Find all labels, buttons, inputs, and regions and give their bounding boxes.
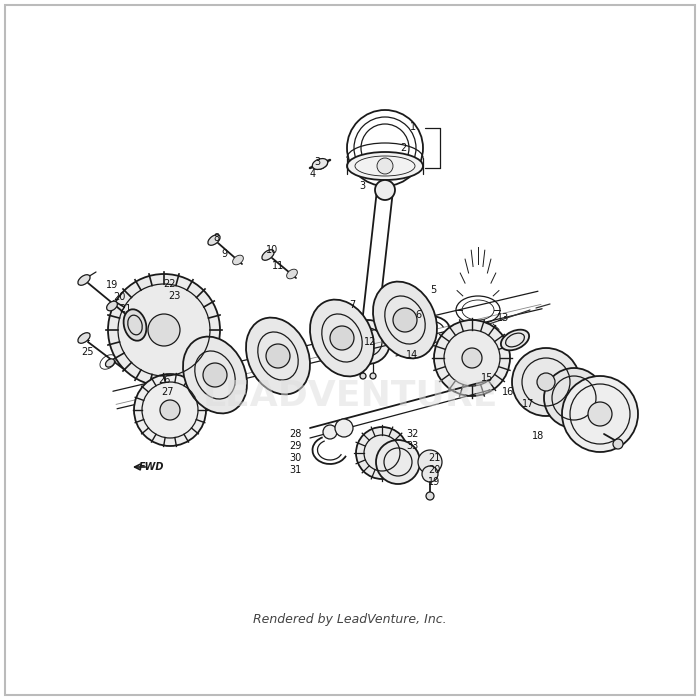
- Text: 7: 7: [349, 300, 355, 310]
- Text: 5: 5: [430, 285, 436, 295]
- Ellipse shape: [208, 234, 220, 245]
- Circle shape: [613, 439, 623, 449]
- Circle shape: [544, 368, 604, 428]
- Text: 11: 11: [272, 261, 284, 271]
- Text: 14: 14: [406, 350, 419, 360]
- Circle shape: [562, 376, 638, 452]
- Text: 3: 3: [359, 181, 365, 191]
- Ellipse shape: [262, 250, 274, 260]
- Text: 29: 29: [290, 441, 302, 451]
- Text: 13: 13: [497, 313, 510, 323]
- Ellipse shape: [106, 359, 115, 367]
- Ellipse shape: [106, 301, 118, 311]
- Text: 4: 4: [310, 169, 316, 179]
- Text: 2: 2: [400, 143, 406, 153]
- Circle shape: [360, 373, 366, 379]
- Text: 23: 23: [168, 291, 181, 301]
- Circle shape: [426, 492, 434, 500]
- Circle shape: [393, 308, 417, 332]
- Text: 10: 10: [266, 245, 278, 255]
- Text: 19: 19: [428, 477, 440, 487]
- Text: 33: 33: [406, 441, 419, 451]
- Text: 22: 22: [163, 279, 176, 289]
- Ellipse shape: [246, 318, 310, 394]
- Text: 17: 17: [522, 399, 534, 409]
- Text: 25: 25: [81, 347, 94, 357]
- Text: 24: 24: [78, 335, 91, 345]
- Circle shape: [346, 320, 390, 364]
- Ellipse shape: [124, 309, 146, 341]
- Text: Rendered by LeadVenture, Inc.: Rendered by LeadVenture, Inc.: [253, 613, 447, 626]
- Ellipse shape: [78, 274, 90, 286]
- Text: 3: 3: [314, 157, 320, 167]
- Text: 26: 26: [158, 375, 170, 385]
- Text: 15: 15: [481, 373, 493, 383]
- Ellipse shape: [78, 332, 90, 343]
- Circle shape: [370, 373, 376, 379]
- Circle shape: [434, 320, 510, 396]
- Text: LEADVENTURE: LEADVENTURE: [202, 378, 498, 412]
- Circle shape: [323, 425, 337, 439]
- Circle shape: [377, 158, 393, 174]
- Circle shape: [266, 344, 290, 368]
- Circle shape: [203, 363, 227, 387]
- Circle shape: [335, 419, 353, 437]
- Text: 28: 28: [290, 429, 302, 439]
- Circle shape: [418, 450, 442, 474]
- Circle shape: [148, 314, 180, 346]
- Text: 27: 27: [161, 387, 174, 397]
- Circle shape: [462, 348, 482, 368]
- Ellipse shape: [373, 281, 437, 358]
- Text: 16: 16: [502, 387, 514, 397]
- Circle shape: [512, 348, 580, 416]
- Ellipse shape: [286, 270, 297, 279]
- Text: 30: 30: [290, 453, 302, 463]
- Ellipse shape: [347, 152, 423, 180]
- Ellipse shape: [312, 159, 328, 169]
- Text: 8: 8: [214, 233, 220, 243]
- Ellipse shape: [183, 337, 247, 414]
- Text: 1: 1: [410, 122, 416, 132]
- Ellipse shape: [232, 256, 244, 265]
- Ellipse shape: [310, 300, 374, 377]
- Text: 12: 12: [363, 337, 376, 347]
- Circle shape: [537, 373, 555, 391]
- Text: FWD: FWD: [139, 462, 164, 472]
- Text: 31: 31: [290, 465, 302, 475]
- Text: 9: 9: [222, 249, 228, 259]
- Circle shape: [375, 180, 395, 200]
- Text: 6: 6: [415, 310, 421, 320]
- Text: 18: 18: [532, 431, 545, 441]
- Circle shape: [108, 274, 220, 386]
- Circle shape: [356, 427, 408, 479]
- Ellipse shape: [501, 330, 529, 350]
- Text: 21: 21: [428, 453, 440, 463]
- Text: 20: 20: [113, 292, 125, 302]
- Text: 19: 19: [106, 280, 118, 290]
- Circle shape: [160, 400, 180, 420]
- Circle shape: [330, 326, 354, 350]
- Circle shape: [376, 440, 420, 484]
- Text: 21: 21: [119, 304, 132, 314]
- Text: 20: 20: [428, 465, 440, 475]
- Circle shape: [588, 402, 612, 426]
- Circle shape: [134, 374, 206, 446]
- Circle shape: [422, 466, 438, 482]
- Text: 32: 32: [406, 429, 419, 439]
